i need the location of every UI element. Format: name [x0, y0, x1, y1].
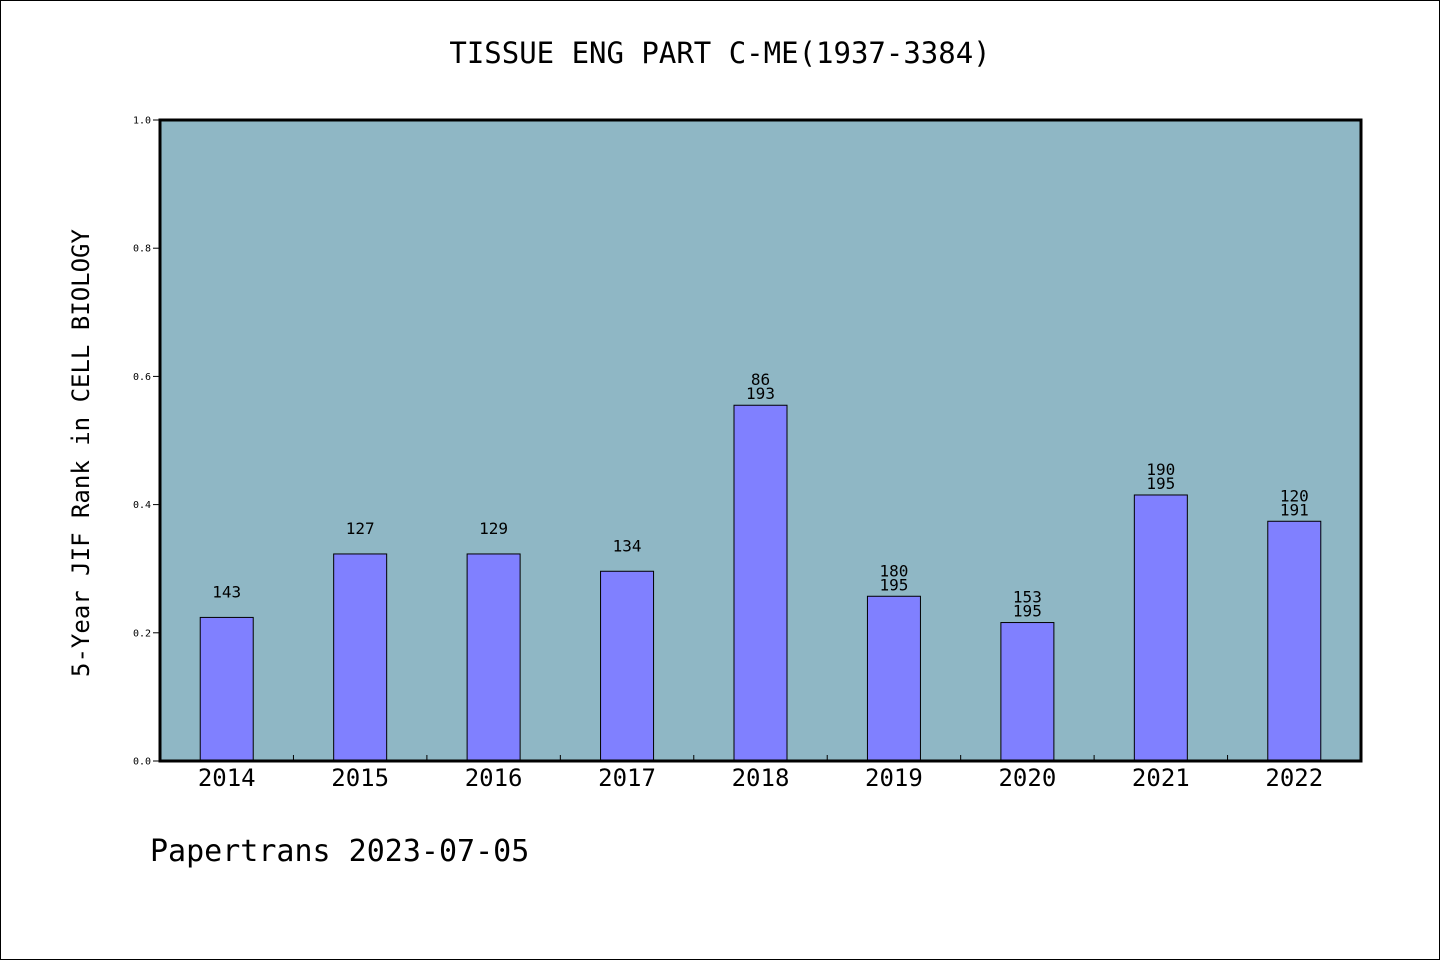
data-label: 120	[1280, 486, 1309, 505]
data-label: 129	[479, 519, 508, 538]
plot-border	[158, 118, 1363, 763]
x-tick-label: 2022	[1265, 764, 1323, 792]
x-tick-label: 2016	[465, 764, 523, 792]
footer-text: Papertrans 2023-07-05	[150, 834, 530, 869]
data-label: 195	[879, 575, 908, 594]
bar	[1133, 494, 1188, 762]
y-tick-label: 0.8	[133, 244, 151, 255]
data-label: 193	[746, 384, 775, 403]
y-tick-label: 0.6	[133, 372, 151, 383]
y-tick-label: 1.0	[133, 116, 151, 127]
x-tick-label: 2014	[198, 764, 256, 792]
y-tick-label: 0.2	[133, 628, 151, 639]
data-label: 153	[1013, 588, 1042, 607]
data-label: 191	[1280, 500, 1309, 519]
data-label: 86	[751, 370, 770, 389]
x-tick-label: 2018	[732, 764, 790, 792]
data-label: 190	[1146, 460, 1175, 479]
x-tick-label: 2021	[1132, 764, 1190, 792]
y-tick-label: 0.4	[133, 500, 151, 511]
bar	[866, 595, 921, 762]
data-label: 134	[613, 536, 642, 555]
x-tick-label: 2015	[331, 764, 389, 792]
data-label: 195	[1146, 474, 1175, 493]
data-label: 143	[212, 582, 241, 601]
bar	[333, 553, 388, 762]
x-tick-label: 2019	[865, 764, 923, 792]
bar	[600, 570, 655, 762]
chart-title: TISSUE ENG PART C-ME(1937-3384)	[449, 36, 991, 70]
x-tick-label: 2020	[998, 764, 1056, 792]
bar	[1267, 520, 1322, 762]
data-label: 180	[879, 561, 908, 580]
bar	[199, 616, 254, 762]
y-tick-label: 0.0	[133, 757, 151, 768]
data-label: 127	[346, 519, 375, 538]
bar	[733, 404, 788, 762]
bar	[1000, 622, 1055, 762]
data-label: 195	[1013, 602, 1042, 621]
bar	[466, 553, 521, 762]
x-tick-label: 2017	[598, 764, 656, 792]
